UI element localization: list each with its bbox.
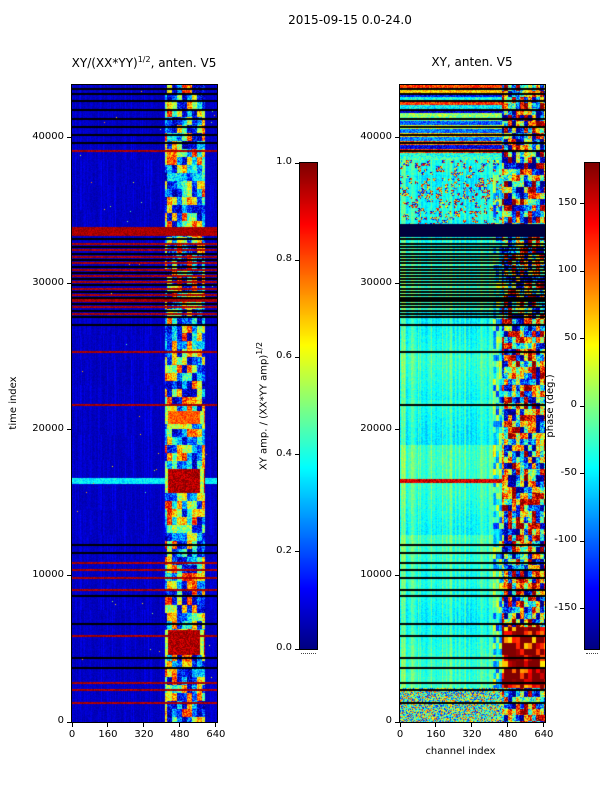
left-title-superscript: 1/2 — [137, 55, 151, 64]
phase-colorbar-canvas — [585, 163, 599, 649]
x-tick-label: 640 — [534, 729, 554, 740]
colorbar-tick-mark — [580, 405, 584, 407]
y-tick-label: 40000 — [360, 130, 392, 142]
right-plot-xlabel: channel index — [425, 746, 496, 757]
colorbar-tick-label: 50 — [564, 331, 577, 343]
colorbar-tick-label: 0.4 — [276, 447, 292, 459]
colorbar-tick-mark — [295, 648, 299, 650]
phase-colorbar — [584, 162, 600, 650]
y-tick-mark — [395, 283, 399, 285]
y-tick-mark — [395, 575, 399, 577]
x-tick-mark — [471, 723, 473, 727]
figure-title: 2015-09-15 0.0-24.0 — [288, 13, 412, 27]
colorbar-tick-label: -100 — [554, 534, 577, 545]
colorbar-tick-mark — [580, 473, 584, 474]
y-tick-mark — [67, 721, 71, 723]
colorbar-tick-mark — [580, 270, 584, 272]
y-tick-mark — [395, 137, 399, 139]
colorbar-tick-label: 0.8 — [276, 253, 292, 265]
colorbar-end-dots — [586, 653, 598, 654]
amplitude-colorbar-label: XY amp. / (XX*YY amp)1/2 — [255, 276, 269, 536]
y-tick-mark — [67, 283, 71, 285]
colorbar-tick-label: 0 — [570, 399, 577, 410]
x-tick-label: 0 — [68, 729, 76, 740]
x-tick-label: 160 — [426, 729, 446, 740]
x-tick-label: 480 — [170, 729, 190, 740]
amplitude-colorbar — [299, 162, 318, 650]
y-tick-label: 10000 — [360, 568, 392, 580]
phase-heatmap-canvas — [400, 85, 545, 722]
colorbar-end-dots — [301, 653, 316, 654]
x-tick-label: 320 — [462, 729, 482, 740]
colorbar-tick-mark — [295, 454, 299, 456]
x-tick-label: 480 — [498, 729, 518, 740]
colorbar-tick-mark — [295, 162, 299, 164]
x-tick-label: 160 — [98, 729, 118, 740]
y-tick-label: 20000 — [360, 422, 392, 434]
colorbar-tick-label: 100 — [557, 264, 577, 275]
colorbar-tick-mark — [580, 338, 584, 339]
x-tick-mark — [507, 723, 509, 727]
x-tick-mark — [399, 723, 401, 727]
y-tick-label: 30000 — [32, 276, 64, 288]
x-tick-mark — [143, 723, 145, 727]
colorbar-tick-mark — [580, 540, 584, 542]
colorbar-tick-label: 150 — [557, 196, 577, 208]
y-tick-mark — [395, 721, 399, 723]
right-plot-title: XY, anten. V5 — [431, 55, 513, 69]
colorbar-tick-label: 1.0 — [276, 156, 292, 167]
right-heatmap-phase — [399, 84, 546, 723]
amplitude-heatmap-canvas — [72, 85, 217, 722]
x-tick-label: 320 — [134, 729, 154, 740]
y-tick-mark — [67, 137, 71, 139]
y-tick-label: 20000 — [32, 422, 64, 434]
colorbar-tick-label: -150 — [554, 601, 577, 613]
y-tick-label: 10000 — [32, 568, 64, 580]
x-tick-mark — [543, 723, 545, 727]
colorbar-tick-mark — [295, 551, 299, 553]
x-tick-mark — [435, 723, 437, 727]
y-tick-label: 30000 — [360, 276, 392, 288]
colorbar-tick-label: 0.6 — [276, 350, 292, 362]
x-tick-mark — [107, 723, 109, 727]
x-tick-label: 640 — [206, 729, 226, 740]
left-title-text: XY/(XX*YY) — [71, 56, 138, 70]
y-tick-mark — [67, 429, 71, 431]
amplitude-colorbar-canvas — [300, 163, 317, 649]
y-tick-label: 0 — [385, 715, 392, 726]
left-heatmap-amplitude — [71, 84, 218, 723]
x-tick-mark — [179, 723, 181, 727]
y-tick-label: 0 — [57, 715, 64, 726]
y-tick-mark — [67, 575, 71, 577]
colorbar-tick-mark — [295, 259, 299, 261]
colorbar-tick-label: -50 — [560, 466, 577, 478]
colorbar-tick-mark — [580, 608, 584, 609]
x-tick-mark — [215, 723, 217, 727]
y-tick-mark — [395, 429, 399, 431]
x-tick-label: 0 — [396, 729, 404, 740]
x-tick-mark — [71, 723, 73, 727]
left-plot-ylabel: time index — [8, 376, 19, 430]
y-tick-label: 40000 — [32, 130, 64, 142]
colorbar-tick-mark — [295, 356, 299, 358]
left-title-suffix: , anten. V5 — [150, 56, 217, 70]
colorbar-tick-mark — [580, 203, 584, 204]
colorbar-tick-label: 0.2 — [276, 544, 292, 556]
left-plot-title: XY/(XX*YY)1/2, anten. V5 — [24, 55, 264, 70]
colorbar-tick-label: 0.0 — [276, 642, 292, 653]
